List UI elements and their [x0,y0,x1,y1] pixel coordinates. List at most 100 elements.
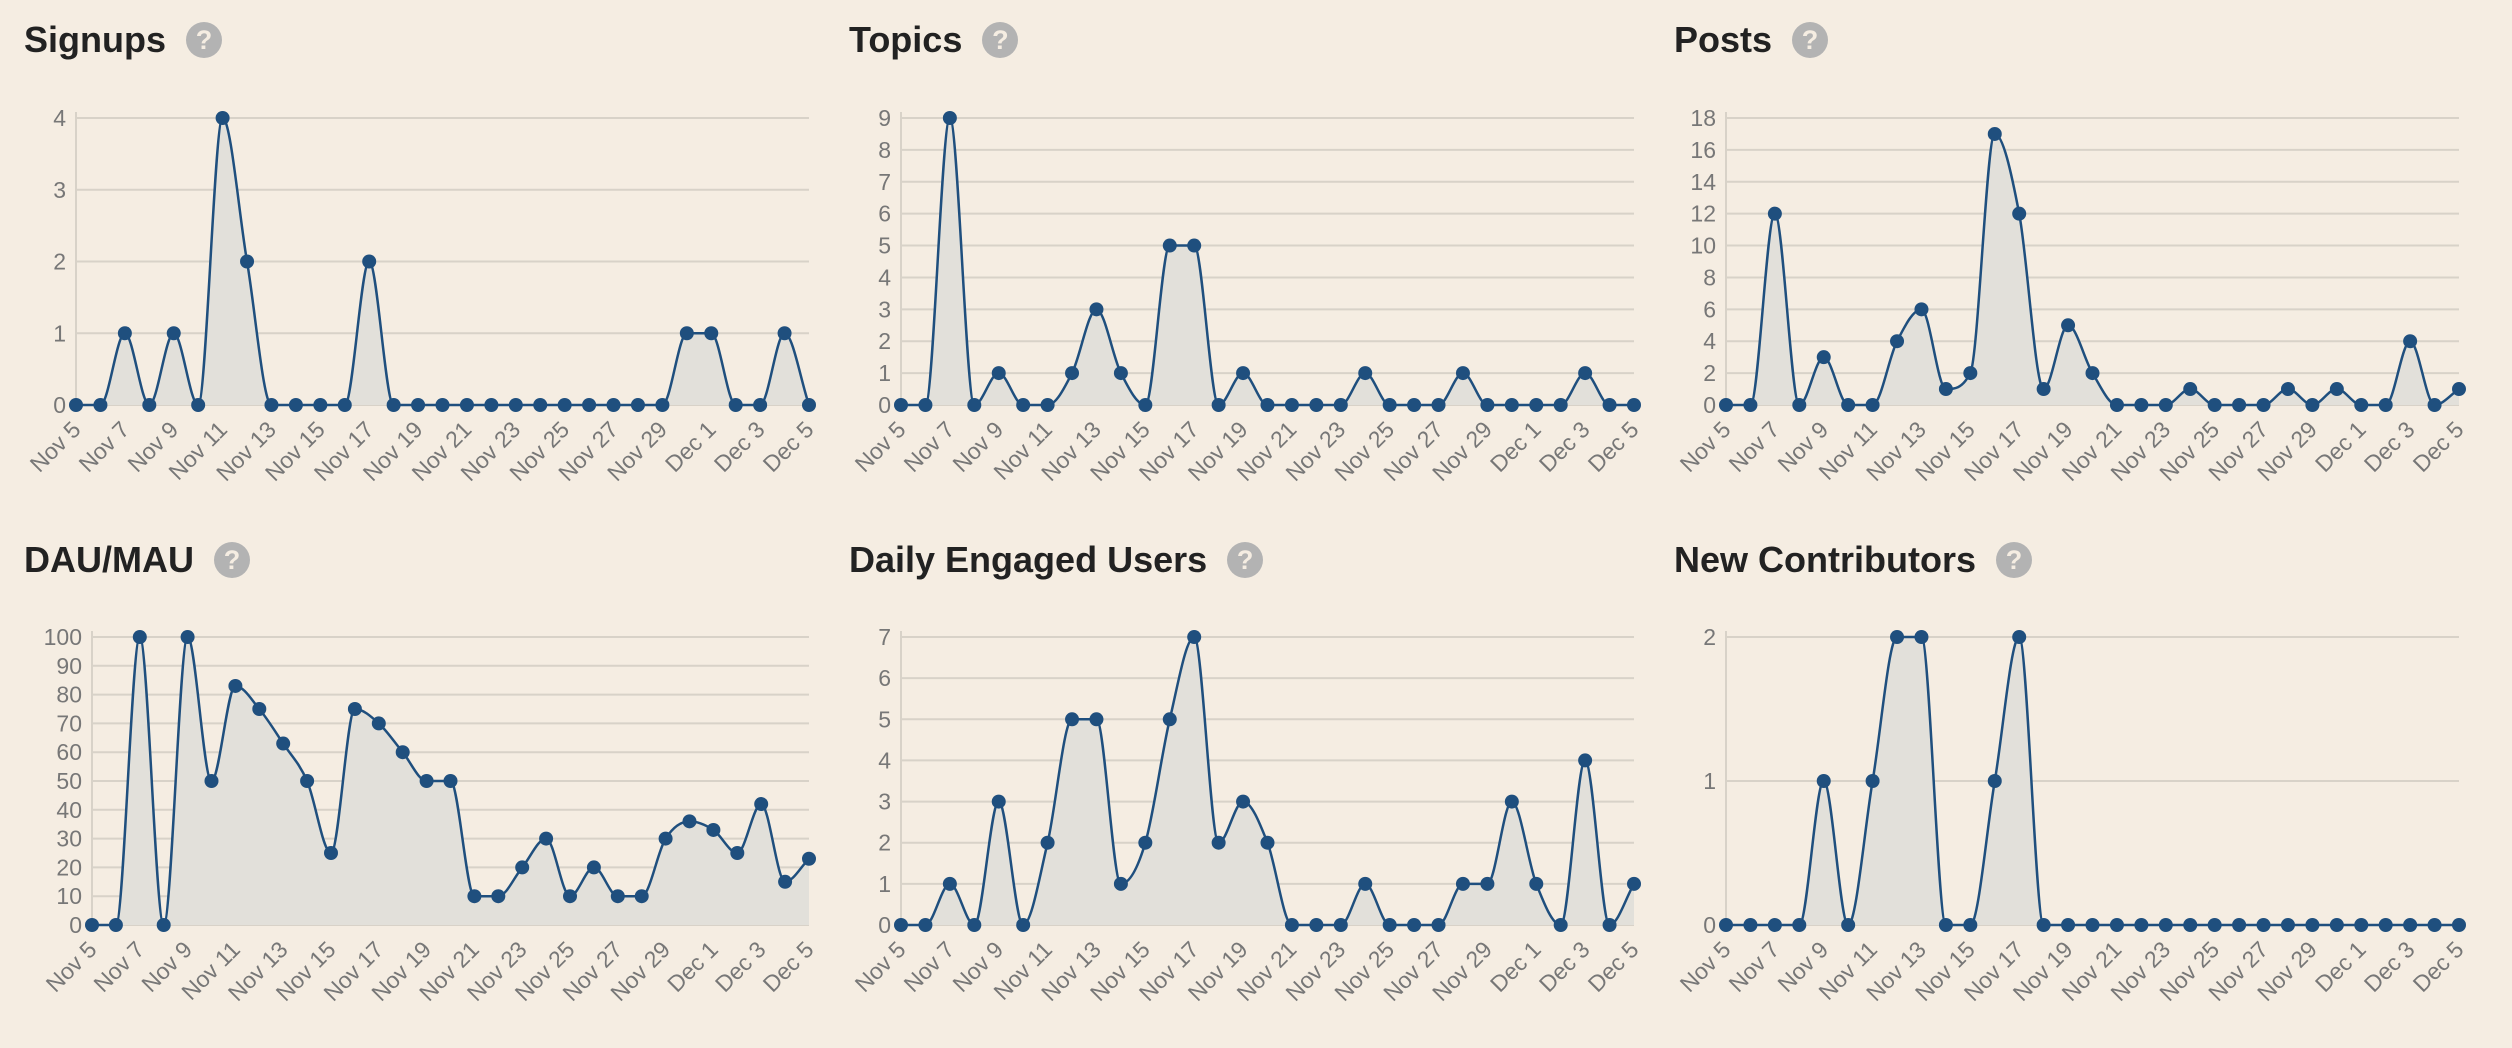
x-tick-label: Dec 3 [2359,416,2420,477]
data-point [2036,918,2051,932]
data-point [1987,774,2002,788]
y-tick-label: 0 [1703,392,1716,418]
data-point [1187,238,1202,253]
x-tick-label: Dec 1 [1485,416,1546,477]
data-point [313,398,328,412]
x-tick-label: Nov 5 [25,416,86,477]
x-tick-label: Nov 5 [850,936,911,997]
y-tick-label: 40 [56,797,82,823]
data-point [563,889,577,904]
data-point [533,398,548,412]
panel-header: DAU/MAU ? [24,534,250,586]
panel-dau-mau: DAU/MAU ? 0 10 20 30 40 50 60 70 80 90 100 Nov 5 Nov… [24,520,819,1030]
data-point [606,398,621,412]
data-point [1040,398,1055,412]
help-icon[interactable]: ? [1996,542,2032,578]
data-point [1187,630,1202,644]
help-icon[interactable]: ? [213,542,250,578]
help-icon[interactable]: ? [1792,22,1829,58]
x-tick-label: Dec 5 [2408,936,2469,997]
panel-title: Posts [1674,19,1773,60]
data-point [1602,918,1617,932]
panel-title: New Contributors [1674,539,1976,580]
data-point [2452,382,2466,397]
data-point [1529,398,1544,412]
y-tick-label: 1 [878,871,891,897]
x-tick-label: Dec 1 [2310,416,2371,477]
y-tick-label: 0 [1703,912,1716,938]
x-tick-label: Dec 3 [2359,936,2420,997]
help-icon[interactable]: ? [1227,542,1264,578]
data-point [778,874,793,889]
data-point [967,918,982,932]
data-point [706,822,721,837]
data-point [1260,398,1275,412]
data-point [2134,918,2149,932]
panel-header: Posts ? [1674,14,1829,66]
data-point [395,745,410,760]
data-point [1480,398,1495,412]
y-tick-label: 0 [53,392,66,418]
help-icon[interactable]: ? [982,22,1019,58]
series-line [901,116,1634,407]
data-point [2452,918,2466,932]
data-point [180,630,195,644]
panel-header: Signups ? [24,14,222,66]
data-point [991,794,1006,809]
data-point [1743,918,1758,932]
help-icon[interactable]: ? [186,22,222,58]
data-point [2061,318,2076,333]
data-point [419,774,434,788]
data-point [2403,334,2418,349]
data-point [1284,398,1299,412]
data-point [191,398,206,412]
y-tick-label: 9 [878,105,891,131]
data-point [1914,302,1929,317]
y-tick-label: 20 [56,854,82,880]
x-tick-label: Dec 3 [1534,936,1595,997]
x-tick-label: Dec 5 [758,416,819,477]
data-point [1382,918,1397,932]
x-tick-label: Dec 1 [662,936,723,997]
data-point [1963,366,1978,381]
data-point [679,326,694,341]
y-tick-label: 2 [1703,624,1716,650]
data-point [682,814,697,829]
data-point [2158,918,2173,932]
data-point [2232,918,2247,932]
data-point [586,860,601,875]
data-point [1113,876,1128,891]
data-point [1455,876,1470,891]
data-point [2329,382,2344,397]
data-point [1743,398,1758,412]
panel-new-contributors: New Contributors ? 0 1 2 Nov 5 Nov 7 Nov 9 Nov… [1674,520,2469,1030]
data-point [276,736,291,751]
data-point [1480,876,1495,891]
y-tick-label: 8 [878,137,891,163]
data-point [215,111,230,125]
data-point [362,254,377,269]
y-tick-label: 16 [1690,137,1716,163]
data-point [156,918,171,932]
y-tick-label: 3 [878,296,891,322]
data-point [1236,366,1251,381]
data-point [2280,382,2295,397]
data-point [1113,366,1128,381]
data-point [2378,398,2393,412]
y-tick-label: 1 [53,320,66,346]
y-tick-label: 2 [1703,360,1716,386]
y-tick-label: 80 [56,682,82,708]
data-point [1938,918,1953,932]
x-tick-label: Dec 5 [2408,416,2469,477]
panel-posts: Posts ? 0 2 4 6 8 10 12 14 16 18 Nov 5 Nov 7 Nov 9 No… [1674,0,2469,510]
data-point [2012,206,2027,221]
data-point [1065,366,1080,381]
data-point [655,398,670,412]
data-point [991,366,1006,381]
y-tick-label: 5 [878,233,891,259]
data-point [777,326,792,341]
x-tick-label: Nov 7 [899,416,960,477]
data-point [2085,366,2100,381]
